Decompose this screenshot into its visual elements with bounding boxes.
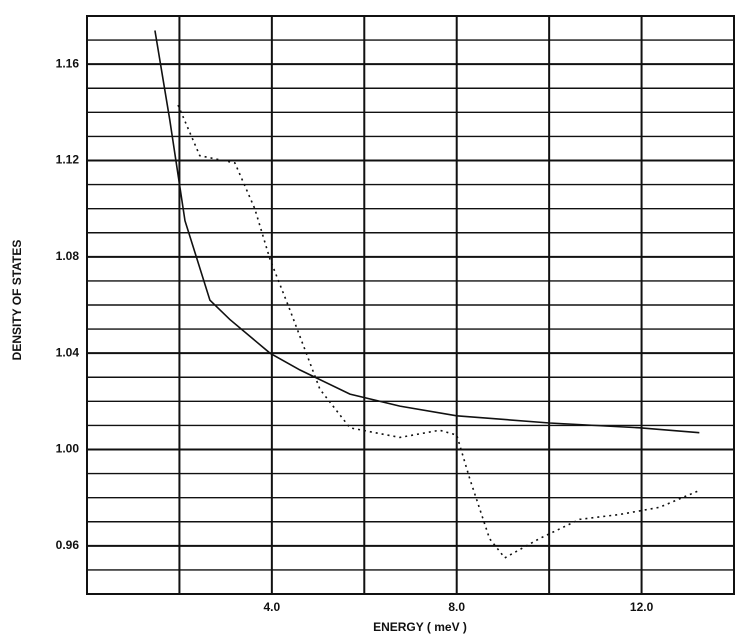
line-series — [177, 104, 700, 559]
y-tick-label: 0.96 — [56, 538, 80, 552]
x-axis-label: ENERGY ( meV ) — [373, 620, 467, 634]
y-tick-label: 1.08 — [56, 249, 80, 263]
x-tick-label: 12.0 — [630, 600, 654, 614]
y-tick-label: 1.12 — [56, 153, 80, 167]
y-tick-label: 1.16 — [56, 56, 80, 70]
line-series — [154, 30, 700, 434]
y-axis-label: DENSITY OF STATES — [10, 240, 24, 361]
x-tick-label: 4.0 — [264, 600, 281, 614]
x-tick-label: 8.0 — [448, 600, 465, 614]
plot-frame — [86, 15, 735, 595]
y-tick-label: 1.04 — [56, 345, 80, 359]
y-tick-label: 1.00 — [56, 442, 80, 456]
